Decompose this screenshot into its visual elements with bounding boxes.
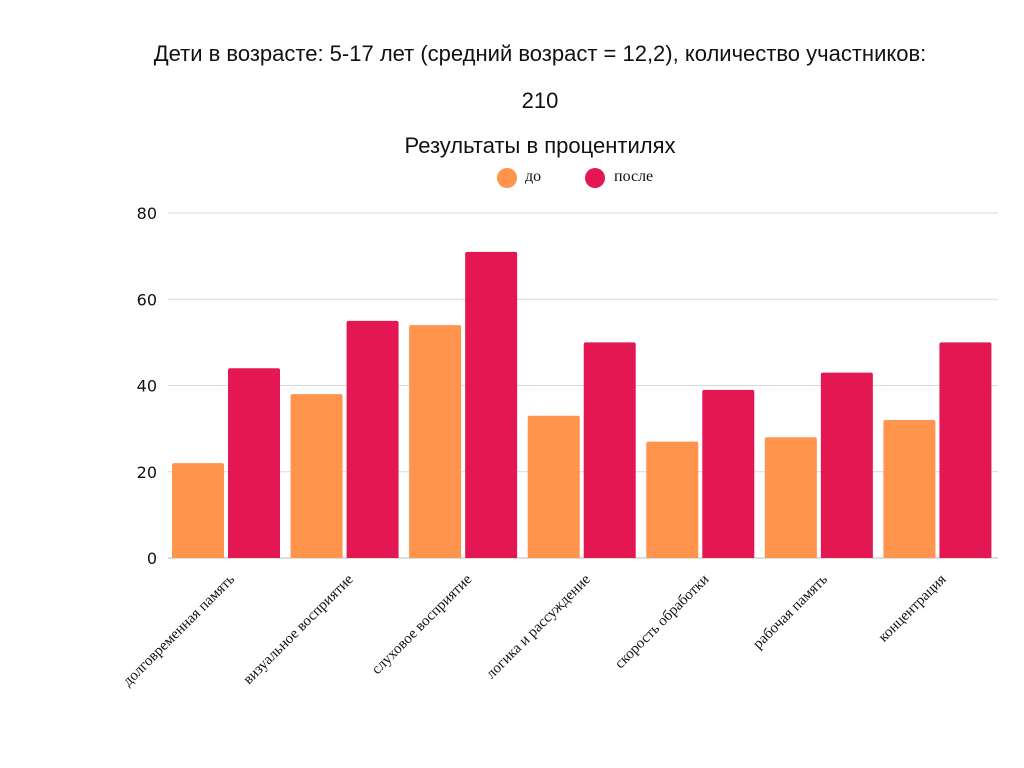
x-category-label: долговременная память: [120, 571, 238, 689]
x-category-label: слуховое восприятие: [369, 571, 476, 678]
bar-before-6: [764, 437, 817, 558]
x-axis-labels: долговременная память визуальное восприят…: [120, 571, 950, 689]
bar-after-3: [465, 251, 518, 558]
bar-after-1: [228, 368, 280, 558]
bar-before-7: [883, 420, 936, 558]
bar-after-6: [820, 372, 873, 558]
bar-after-5: [702, 389, 755, 558]
chart-title: Результаты в процентилях: [404, 133, 676, 158]
x-category-label: концентрация: [876, 571, 950, 645]
bar-after-4: [583, 342, 636, 558]
legend-swatch-before: [497, 168, 517, 188]
x-category-label: визуальное восприятие: [240, 571, 357, 688]
chart-subtitle-line-2: 210: [521, 88, 559, 113]
x-category-label: рабочая память: [750, 571, 831, 652]
bar-after-7: [939, 342, 992, 558]
bar-before-1: [172, 463, 224, 558]
bar-before-2: [290, 394, 343, 558]
bar-before-3: [409, 325, 462, 558]
y-axis-ticks: 0 20 40 60 80: [137, 204, 157, 568]
y-tick-label: 80: [137, 204, 157, 223]
x-category-label: скорость обработки: [612, 572, 712, 672]
bar-before-4: [527, 415, 580, 558]
y-tick-label: 20: [137, 463, 157, 482]
y-tick-label: 0: [147, 549, 157, 568]
bar-after-2: [346, 320, 399, 558]
legend-label-before: до: [525, 168, 541, 185]
chart-subtitle-line-1: Дети в возрасте: 5-17 лет (средний возра…: [153, 41, 927, 66]
y-tick-label: 40: [137, 377, 157, 396]
legend: до после: [497, 168, 653, 188]
y-tick-label: 60: [137, 290, 157, 309]
x-category-label: логика и рассуждение: [483, 571, 594, 682]
legend-swatch-after: [585, 168, 605, 188]
legend-label-after: после: [614, 168, 653, 185]
bar-before-5: [646, 441, 699, 558]
bars: [172, 251, 992, 558]
